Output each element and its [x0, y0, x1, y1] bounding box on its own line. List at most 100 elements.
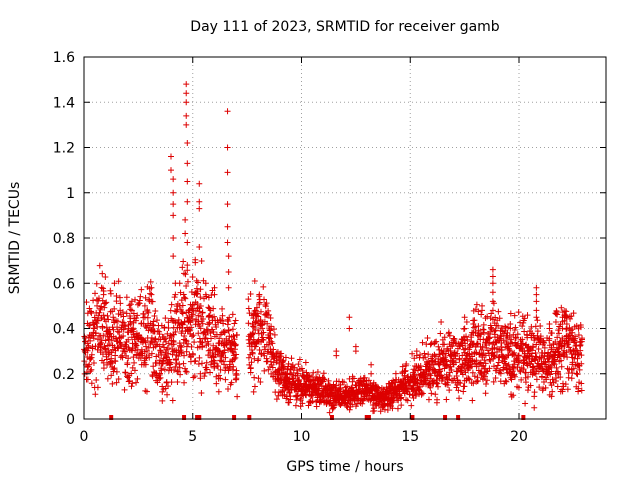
data-point	[389, 405, 396, 412]
data-point	[309, 398, 316, 405]
data-point	[434, 380, 441, 387]
data-point	[102, 274, 109, 281]
data-point	[170, 189, 177, 196]
data-point	[280, 364, 287, 371]
data-point	[114, 344, 121, 351]
data-point	[489, 266, 496, 273]
data-point	[545, 355, 552, 362]
data-point	[151, 312, 158, 319]
data-point	[516, 358, 523, 365]
data-point	[517, 368, 524, 375]
data-point	[349, 384, 356, 391]
data-point	[179, 264, 186, 271]
data-point	[211, 291, 218, 298]
data-point	[171, 318, 178, 325]
data-point	[87, 368, 94, 375]
data-point	[524, 352, 531, 359]
data-point	[176, 361, 183, 368]
data-point	[508, 376, 515, 383]
data-point	[84, 347, 91, 354]
data-point	[528, 350, 535, 357]
data-point	[320, 370, 327, 377]
data-point	[482, 360, 489, 367]
data-point	[232, 341, 239, 348]
data-point	[564, 386, 571, 393]
data-point	[128, 298, 135, 305]
data-point	[502, 323, 509, 330]
data-point	[474, 340, 481, 347]
data-point	[512, 335, 519, 342]
data-point	[115, 278, 122, 285]
data-point	[257, 308, 264, 315]
data-point	[171, 307, 178, 314]
data-point	[154, 379, 161, 386]
data-point	[399, 363, 406, 370]
y-tick-label: 1	[66, 186, 75, 202]
data-point	[558, 343, 565, 350]
data-point	[167, 359, 174, 366]
data-point	[158, 367, 165, 374]
data-point	[178, 309, 185, 316]
data-point	[375, 384, 382, 391]
data-point	[211, 313, 218, 320]
data-point	[224, 223, 231, 230]
data-point	[558, 363, 565, 370]
data-point	[489, 289, 496, 296]
data-point	[215, 388, 222, 395]
data-point	[368, 361, 375, 368]
data-point	[157, 347, 164, 354]
data-point	[522, 400, 529, 407]
data-point	[196, 198, 203, 205]
data-point	[219, 350, 226, 357]
data-point	[478, 363, 485, 370]
data-point	[134, 312, 141, 319]
data-point	[432, 391, 439, 398]
data-point	[111, 305, 118, 312]
data-point	[515, 359, 522, 366]
data-point	[233, 351, 240, 358]
data-point	[224, 321, 231, 328]
data-point	[194, 279, 201, 286]
data-point	[267, 330, 274, 337]
data-point	[511, 326, 518, 333]
data-point	[115, 345, 122, 352]
data-point	[225, 253, 232, 260]
data-point	[108, 349, 115, 356]
data-point	[164, 330, 171, 337]
data-point	[505, 352, 512, 359]
data-point	[125, 336, 132, 343]
data-point	[263, 355, 270, 362]
data-point	[108, 337, 115, 344]
data-point	[215, 363, 222, 370]
data-point	[402, 367, 409, 374]
data-point	[219, 305, 226, 312]
data-point	[477, 330, 484, 337]
data-point	[182, 216, 189, 223]
data-point	[123, 294, 130, 301]
data-point	[180, 291, 187, 298]
data-point	[555, 327, 562, 334]
data-point	[532, 353, 539, 360]
data-point	[265, 307, 272, 314]
data-point	[497, 332, 504, 339]
data-point	[205, 313, 212, 320]
data-point	[398, 394, 405, 401]
data-point	[96, 309, 103, 316]
data-point	[233, 331, 240, 338]
data-point	[568, 375, 575, 382]
data-point	[506, 332, 513, 339]
data-point	[302, 359, 309, 366]
data-point	[190, 374, 197, 381]
data-point	[249, 350, 256, 357]
data-point	[95, 317, 102, 324]
data-point	[116, 335, 123, 342]
data-point	[181, 270, 188, 277]
data-point	[184, 267, 191, 274]
data-point	[295, 361, 302, 368]
data-point	[542, 384, 549, 391]
data-point	[443, 358, 450, 365]
data-point	[547, 371, 554, 378]
data-point	[489, 307, 496, 314]
data-point	[533, 314, 540, 321]
y-tick-label: 0.6	[53, 276, 75, 292]
